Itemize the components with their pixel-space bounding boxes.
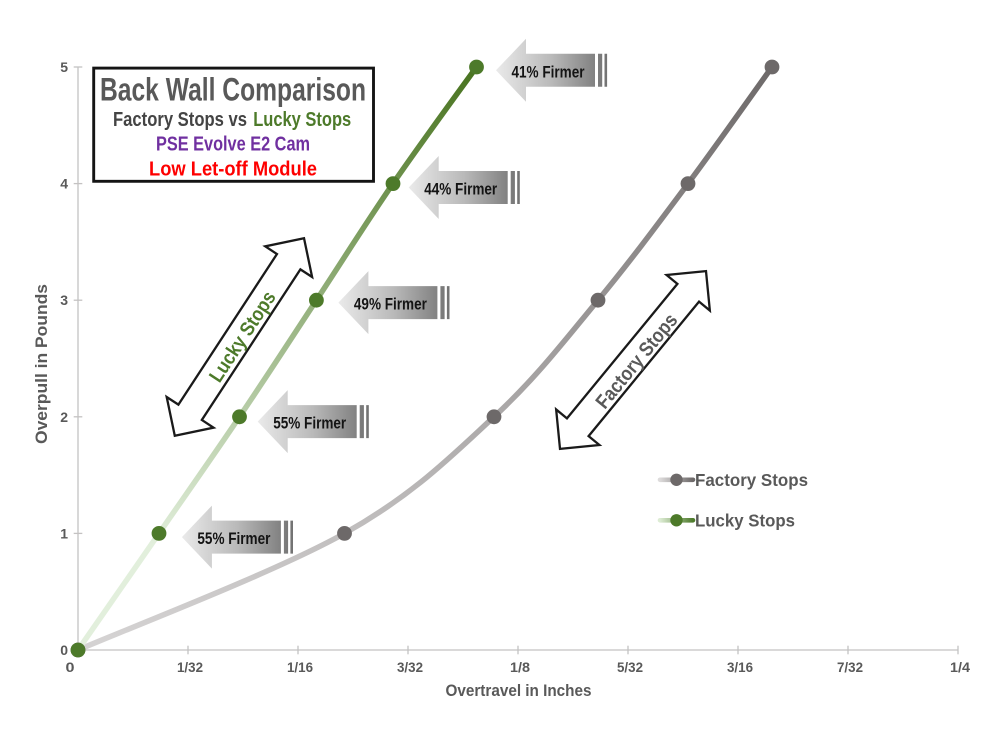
svg-text:7/32: 7/32 [837,659,863,675]
svg-text:1/32: 1/32 [177,659,203,675]
svg-text:PSE Evolve E2 Cam: PSE Evolve E2 Cam [156,134,310,156]
svg-text:0: 0 [66,659,75,675]
svg-text:5/32: 5/32 [617,659,643,675]
svg-text:44% Firmer: 44% Firmer [424,180,497,199]
svg-text:55% Firmer: 55% Firmer [197,529,270,548]
svg-text:Back Wall Comparison: Back Wall Comparison [100,71,366,107]
svg-text:1: 1 [60,525,68,541]
svg-text:1/4: 1/4 [950,659,970,675]
svg-text:Lucky Stops: Lucky Stops [253,109,351,131]
svg-text:0: 0 [60,642,68,658]
svg-text:5: 5 [60,59,68,75]
svg-text:55% Firmer: 55% Firmer [273,414,346,433]
svg-text:Factory Stops vs: Factory Stops vs [113,109,247,131]
svg-text:41% Firmer: 41% Firmer [512,62,585,81]
svg-text:3/32: 3/32 [397,659,423,675]
svg-text:Factory Stops: Factory Stops [695,470,808,490]
svg-text:4: 4 [60,176,68,192]
svg-text:1/8: 1/8 [510,659,530,675]
svg-text:Overpull in Pounds: Overpull in Pounds [32,284,51,444]
svg-text:49% Firmer: 49% Firmer [354,295,427,314]
svg-text:Low Let-off Module: Low Let-off Module [149,159,317,181]
svg-text:2: 2 [60,409,68,425]
svg-text:3: 3 [60,292,68,308]
svg-text:Lucky Stops: Lucky Stops [695,510,795,530]
svg-text:3/16: 3/16 [727,659,753,675]
svg-text:Overtravel in Inches: Overtravel in Inches [446,681,592,700]
svg-text:1/16: 1/16 [287,659,313,675]
